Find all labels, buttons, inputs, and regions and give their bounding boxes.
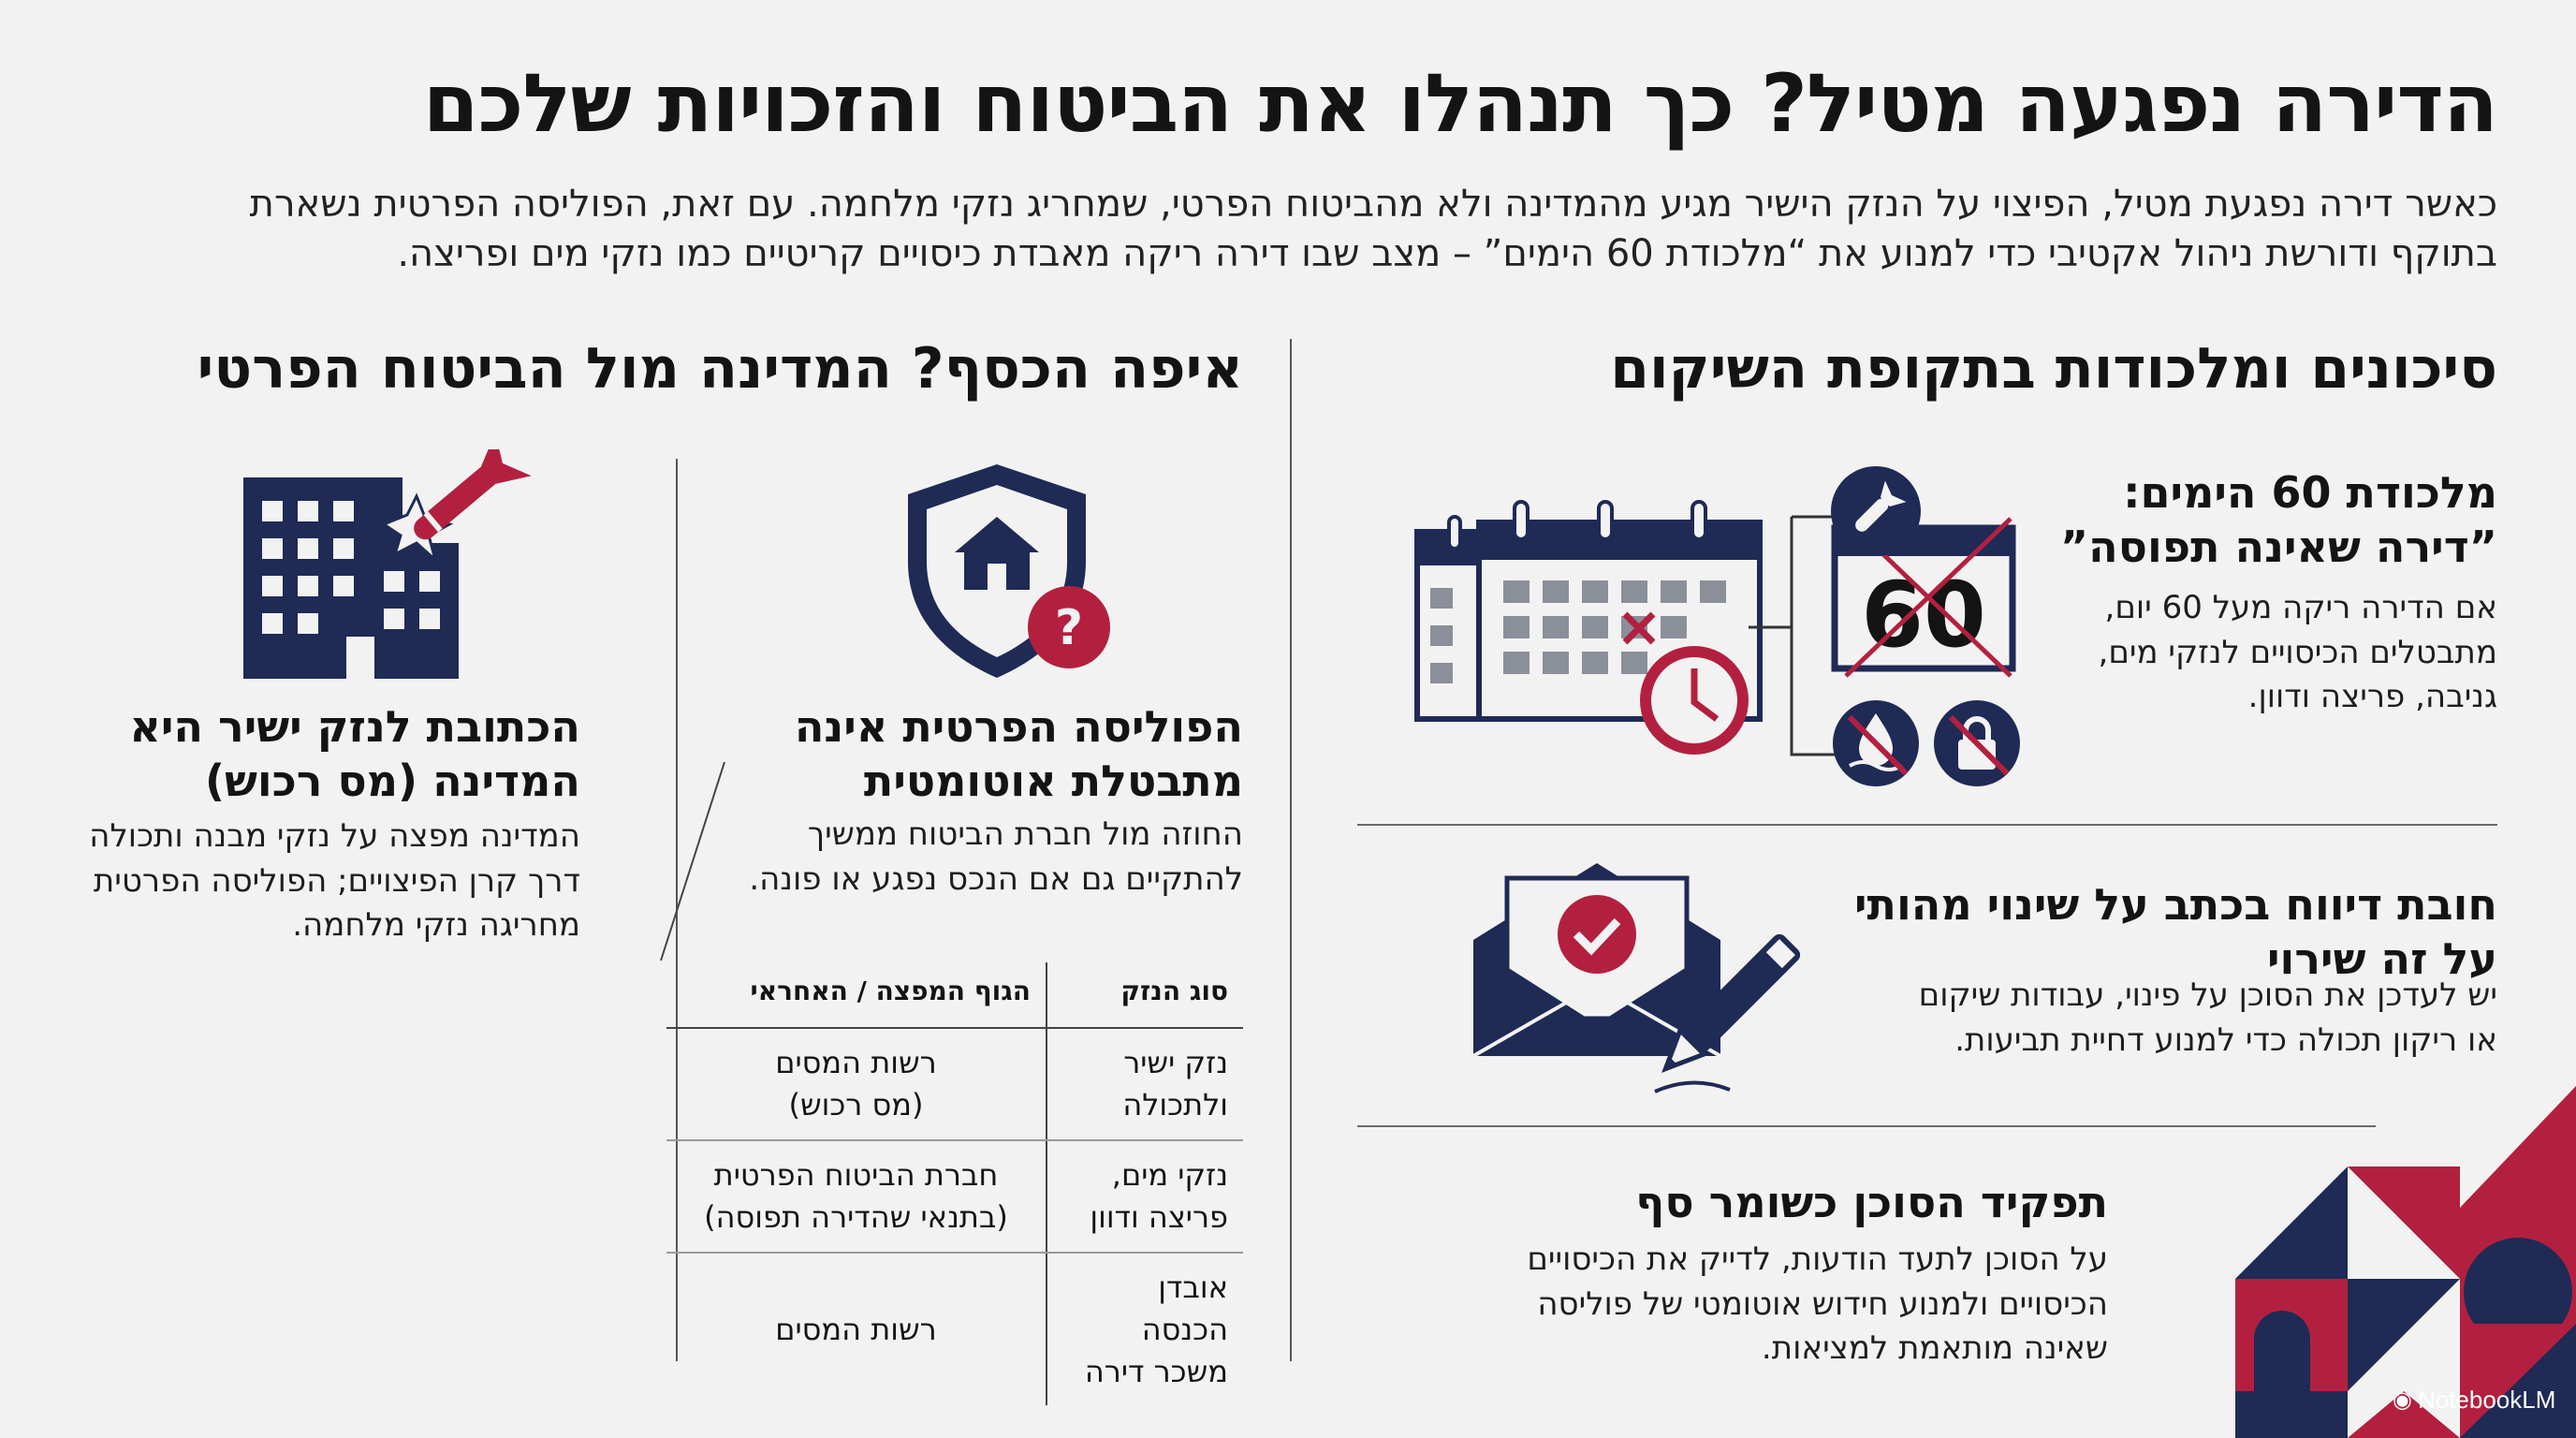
table-cell-type: אובדן הכנסה משכר דירה [1046, 1253, 1243, 1406]
divider-horizontal-2 [1357, 1125, 2376, 1127]
cell-line: רשות המסים [775, 1311, 937, 1347]
trap-body-line-1: אם הדירה ריקה מעל 60 יום, [2104, 589, 2497, 626]
burglary-lock-icon [1934, 700, 2020, 786]
table-cell-body: רשות המסים [666, 1253, 1046, 1405]
subtitle-line-1: כאשר דירה נפגעת מטיל, הפיצוי על הנזק היש… [249, 183, 2497, 226]
cell-line: חברת הביטוח הפרטית [713, 1157, 999, 1194]
agent-body: על הסוכן לתעד הודעות, לדייק את הכיסויים … [1453, 1238, 2108, 1372]
report-body-line-2: או ריקון תכולה כדי למנוע דחיית תביעות. [1954, 1020, 2497, 1059]
table-cell-body: רשות המסים (מס רכוש) [666, 1028, 1046, 1141]
cell-line: פריצה ודוון [1090, 1199, 1228, 1235]
table-cell-type: נזקי מים, פריצה ודוון [1046, 1140, 1243, 1254]
notebooklm-logo-icon: ◉ [2393, 1387, 2412, 1413]
state-heading-line-2: המדינה (מס רכוש) [205, 755, 580, 806]
calendar-clock-icon [1414, 500, 1763, 755]
table-cell-body: חברת הביטוח הפרטית (בתנאי שהדירה תפוסה) [666, 1140, 1046, 1254]
state-body: המדינה מפצה על נזקי מבנה ותכולה דרך קרן … [19, 814, 580, 948]
policy-body-line-2: להתקיים גם אם הנכס נפגע או פונה. [749, 859, 1243, 898]
geometric-decoration [2235, 1086, 2576, 1438]
inner-divider-slash [660, 761, 725, 961]
main-divider [1290, 339, 1292, 1361]
policy-body: החוזה מול חברת הביטוח ממשיך להתקיים גם א… [681, 813, 1243, 902]
agent-body-line-1: על הסוכן לתעד הודעות, לדייק את הכיסויים [1527, 1240, 2108, 1278]
report-heading-line-2: על זה שירוי [2267, 932, 2497, 984]
trap-body-line-2: מתבטלים הכיסויים לנזקי מים, [2098, 633, 2497, 671]
cell-line: ולתכולה [1122, 1087, 1228, 1123]
svg-text:?: ? [1055, 600, 1083, 656]
state-body-line-2: דרך קרן הפיצויים; הפוליסה הפרטית [93, 861, 580, 900]
notebooklm-badge: ◉ NotebookLM [2393, 1382, 2561, 1417]
state-heading-line-1: הכתובת לנזק ישיר היא [129, 701, 580, 752]
cell-line: משכר דירה [1084, 1353, 1228, 1389]
table-header-row: סוג הנזק הגוף המפצה / האחראי [666, 962, 1243, 1029]
calendar-60-number: 60 [1861, 563, 1986, 668]
report-heading: חובת דיווח בכתב על שינוי מהותי על זה שיר… [1823, 878, 2497, 986]
table-cell-type: נזק ישיר ולתכולה [1046, 1028, 1243, 1141]
risks-section-title: סיכונים ומלכודות בתקופת השיקום [1610, 336, 2497, 402]
policy-body-line-1: החוזה מול חברת הביטוח ממשיך [807, 815, 1243, 853]
money-section-title: איפה הכסף? המדינה מול הביטוח הפרטי [197, 336, 1243, 402]
policy-heading-line-2: מתבטלת אוטומטית [863, 755, 1243, 806]
report-body: יש לעדכן את הסוכן על פינוי, עבודות שיקום… [1823, 974, 2497, 1063]
trap-heading-line-1: מלכודת 60 הימים: [2123, 467, 2497, 518]
cell-line: רשות המסים [775, 1045, 937, 1081]
table-row: נזק ישיר ולתכולה רשות המסים (מס רכוש) [666, 1028, 1243, 1141]
trap-heading: מלכודת 60 הימים: ”דירה שאינה תפוסה” [1917, 466, 2497, 574]
state-body-line-3: מחריגה נזקי מלחמה. [292, 906, 580, 945]
trap-heading-line-2: ”דירה שאינה תפוסה” [2059, 521, 2497, 572]
subtitle-line-2: בתוקף ודורשת ניהול אקטיבי כדי למנוע את “… [397, 232, 2497, 276]
cell-line: אובדן הכנסה [1141, 1269, 1228, 1347]
state-heading: הכתובת לנזק ישיר היא המדינה (מס רכוש) [56, 700, 580, 808]
page-title: הדירה נפגעה מטיל? כך תנהלו את הביטוח והז… [422, 57, 2498, 151]
pen-icon [1654, 933, 1801, 1093]
policy-heading-line-1: הפוליסה הפרטית אינה [794, 701, 1243, 752]
claims-table: סוג הנזק הגוף המפצה / האחראי נזק ישיר ול… [666, 962, 1243, 1406]
trap-body: אם הדירה ריקה מעל 60 יום, מתבטלים הכיסוי… [1992, 586, 2497, 720]
report-body-line-1: יש לעדכן את הסוכן על פינוי, עבודות שיקום [1918, 976, 2497, 1014]
water-damage-icon [1833, 700, 1919, 786]
agent-heading: תפקיד הסוכן כשומר סף [1635, 1177, 2108, 1227]
cell-line: (מס רכוש) [788, 1087, 924, 1123]
report-heading-line-1: חובת דיווח בכתב על שינוי מהותי [1853, 879, 2497, 930]
envelope-check-icon [1472, 863, 1721, 1058]
cell-line: נזקי מים, [1111, 1157, 1228, 1194]
connector-bracket [1749, 515, 1838, 756]
table-row: אובדן הכנסה משכר דירה רשות המסים [666, 1253, 1243, 1406]
policy-heading: הפוליסה הפרטית אינה מתבטלת אוטומטית [681, 700, 1243, 808]
building-hit-by-missile-icon [243, 449, 532, 679]
divider-horizontal-1 [1357, 824, 2497, 826]
agent-body-line-2: הכיסויים ולמנוע חידוש אוטומטי של פוליסה [1537, 1284, 2108, 1323]
page-subtitle: כאשר דירה נפגעת מטיל, הפיצוי על הנזק היש… [64, 180, 2497, 279]
agent-body-line-3: שאינה מותאמת למציאות. [1761, 1329, 2108, 1368]
shield-home-question-icon: ? [908, 464, 1110, 678]
table-row: נזקי מים, פריצה ודוון חברת הביטוח הפרטית… [666, 1140, 1243, 1254]
cell-line: נזק ישיר [1123, 1045, 1228, 1081]
state-body-line-1: המדינה מפצה על נזקי מבנה ותכולה [89, 817, 580, 855]
table-header-body: הגוף המפצה / האחראי [666, 962, 1046, 1029]
cell-line: (בתנאי שהדירה תפוסה) [704, 1199, 1008, 1235]
missile-icon [1831, 466, 1921, 556]
notebooklm-label: NotebookLM [2417, 1385, 2556, 1414]
trap-body-line-3: גניבה, פריצה ודוון. [2247, 678, 2497, 716]
table-header-type: סוג הנזק [1046, 962, 1243, 1029]
